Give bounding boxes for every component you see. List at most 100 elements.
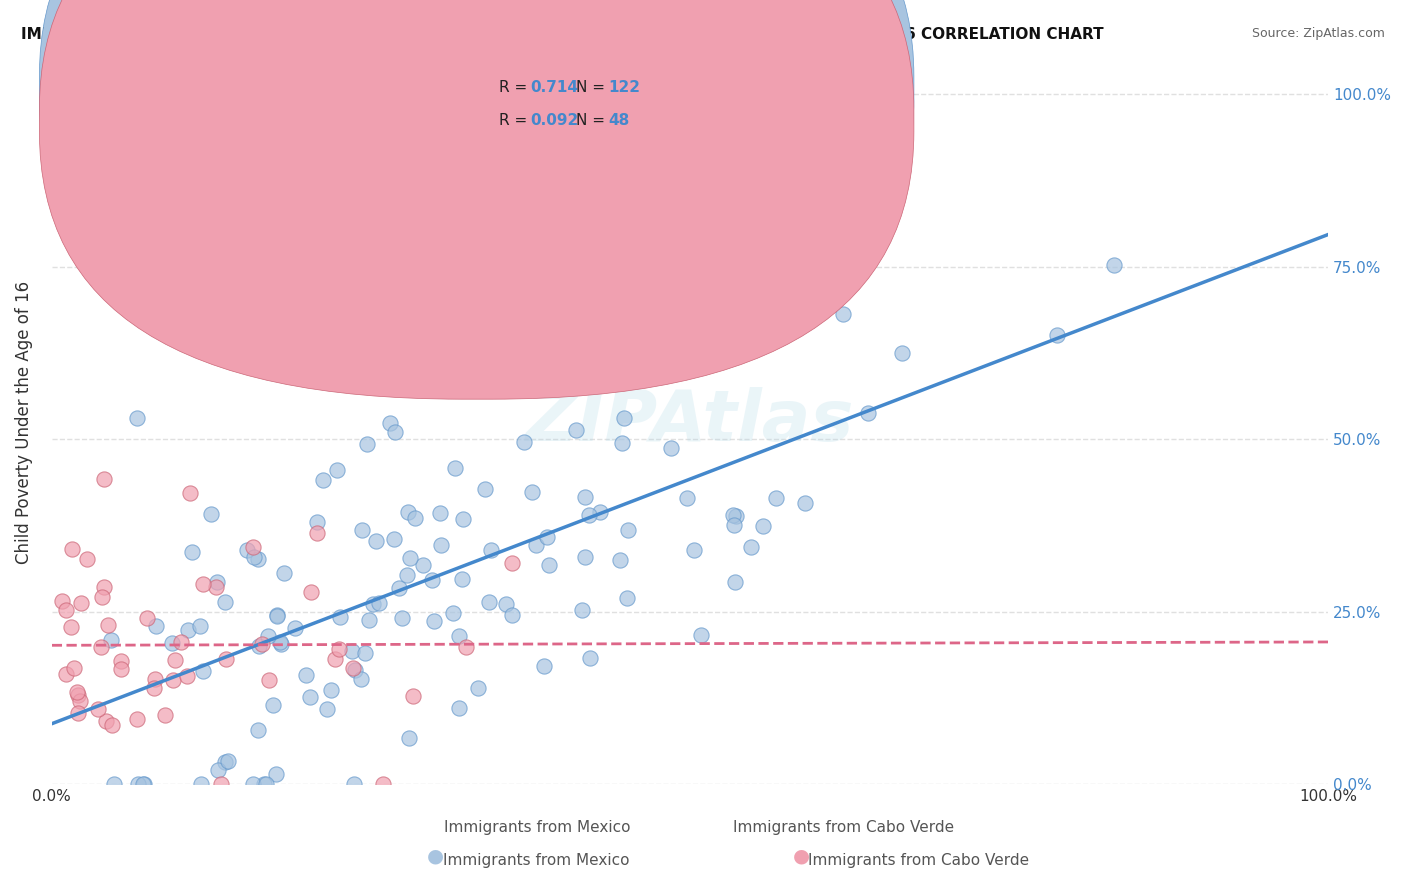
Immigrants from Mexico xyxy=(423,614,446,628)
Immigrants from Mexico xyxy=(243,549,266,564)
Immigrants from Mexico xyxy=(307,516,329,530)
Immigrants from Cabo Verde xyxy=(342,661,364,675)
Immigrants from Mexico xyxy=(538,558,561,572)
Immigrants from Mexico xyxy=(616,591,638,606)
Immigrants from Cabo Verde xyxy=(501,556,523,570)
Immigrants from Mexico xyxy=(180,545,202,559)
Immigrants from Mexico xyxy=(132,777,155,791)
Immigrants from Cabo Verde xyxy=(162,673,184,687)
Immigrants from Mexico xyxy=(1102,258,1125,272)
Immigrants from Mexico xyxy=(266,608,288,623)
Immigrants from Cabo Verde xyxy=(136,611,159,625)
Immigrants from Mexico xyxy=(328,610,350,624)
Immigrants from Cabo Verde xyxy=(51,594,73,608)
Immigrants from Mexico xyxy=(127,777,149,791)
Immigrants from Mexico xyxy=(132,777,155,791)
Immigrants from Mexico xyxy=(312,474,335,488)
Immigrants from Cabo Verde xyxy=(323,651,346,665)
Immigrants from Cabo Verde xyxy=(69,694,91,708)
Immigrants from Mexico xyxy=(350,524,373,538)
Immigrants from Mexico xyxy=(367,596,389,610)
Immigrants from Mexico xyxy=(610,435,633,450)
Immigrants from Mexico xyxy=(343,663,366,677)
Immigrants from Mexico xyxy=(252,777,274,791)
Immigrants from Mexico xyxy=(477,595,499,609)
Immigrants from Mexico xyxy=(384,425,406,440)
Immigrants from Mexico xyxy=(378,416,401,430)
Text: Immigrants from Cabo Verde: Immigrants from Cabo Verde xyxy=(733,820,953,835)
Immigrants from Mexico xyxy=(675,491,697,505)
Immigrants from Mexico xyxy=(420,573,443,587)
Immigrants from Mexico xyxy=(430,538,453,552)
Immigrants from Cabo Verde xyxy=(250,637,273,651)
Immigrants from Cabo Verde xyxy=(86,701,108,715)
Immigrants from Mexico xyxy=(724,574,747,589)
Immigrants from Mexico xyxy=(188,619,211,633)
Immigrants from Cabo Verde xyxy=(62,661,84,675)
Immigrants from Cabo Verde xyxy=(94,714,117,729)
Immigrants from Mexico xyxy=(832,307,855,321)
Immigrants from Mexico xyxy=(315,702,337,716)
Immigrants from Mexico xyxy=(398,731,420,746)
Immigrants from Mexico xyxy=(481,543,503,558)
Immigrants from Cabo Verde xyxy=(328,641,350,656)
Immigrants from Cabo Verde xyxy=(62,542,84,557)
Text: R =: R = xyxy=(499,113,533,128)
Immigrants from Mexico xyxy=(441,607,464,621)
Immigrants from Mexico xyxy=(246,551,269,566)
Immigrants from Mexico xyxy=(429,507,451,521)
Immigrants from Mexico xyxy=(200,507,222,521)
Text: Immigrants from Cabo Verde: Immigrants from Cabo Verde xyxy=(808,854,1029,868)
Immigrants from Mexico xyxy=(574,490,596,504)
Text: Immigrants from Mexico: Immigrants from Mexico xyxy=(443,820,630,835)
Immigrants from Cabo Verde xyxy=(90,591,112,605)
Immigrants from Mexico xyxy=(366,533,388,548)
Immigrants from Mexico xyxy=(214,756,236,770)
Immigrants from Cabo Verde xyxy=(305,526,328,541)
Text: 122: 122 xyxy=(609,80,641,95)
Immigrants from Mexico xyxy=(103,777,125,791)
Immigrants from Cabo Verde xyxy=(101,718,124,732)
Immigrants from Mexico xyxy=(177,623,200,637)
Immigrants from Mexico xyxy=(579,651,602,665)
Immigrants from Mexico xyxy=(269,635,291,649)
Immigrants from Mexico xyxy=(217,754,239,768)
Immigrants from Mexico xyxy=(382,532,405,546)
Immigrants from Mexico xyxy=(396,505,419,519)
Immigrants from Cabo Verde xyxy=(205,580,228,594)
Text: IMMIGRANTS FROM MEXICO VS IMMIGRANTS FROM CABO VERDE CHILD POVERTY UNDER THE AGE: IMMIGRANTS FROM MEXICO VS IMMIGRANTS FRO… xyxy=(21,27,1104,42)
Immigrants from Mexico xyxy=(262,698,284,712)
Immigrants from Mexico xyxy=(404,511,426,525)
Immigrants from Cabo Verde xyxy=(55,603,77,617)
Immigrants from Cabo Verde xyxy=(67,706,90,720)
Immigrants from Mexico xyxy=(247,639,270,653)
Immigrants from Cabo Verde xyxy=(93,580,115,594)
Immigrants from Mexico xyxy=(683,543,706,558)
Immigrants from Mexico xyxy=(319,682,342,697)
Immigrants from Mexico xyxy=(125,410,148,425)
Immigrants from Cabo Verde xyxy=(97,618,120,632)
Immigrants from Cabo Verde xyxy=(93,471,115,485)
Immigrants from Mexico xyxy=(536,530,558,544)
Text: R =: R = xyxy=(499,80,533,95)
Text: N =: N = xyxy=(576,80,610,95)
Immigrants from Cabo Verde xyxy=(110,654,132,668)
Text: ZIPAtlas: ZIPAtlas xyxy=(526,387,855,457)
Immigrants from Cabo Verde xyxy=(125,712,148,726)
Immigrants from Mexico xyxy=(890,346,912,360)
Immigrants from Cabo Verde xyxy=(66,688,89,702)
Immigrants from Mexico xyxy=(831,184,853,198)
Immigrants from Mexico xyxy=(533,659,555,673)
Immigrants from Mexico xyxy=(617,523,640,537)
Immigrants from Mexico xyxy=(571,603,593,617)
Text: Immigrants from Mexico: Immigrants from Mexico xyxy=(443,854,630,868)
Immigrants from Mexico xyxy=(236,542,259,557)
Immigrants from Mexico xyxy=(214,595,236,609)
Immigrants from Mexico xyxy=(266,609,288,624)
Immigrants from Mexico xyxy=(350,672,373,686)
Immigrants from Mexico xyxy=(359,613,381,627)
Text: ●: ● xyxy=(793,847,810,866)
Immigrants from Cabo Verde xyxy=(69,596,91,610)
Immigrants from Mexico xyxy=(449,700,471,714)
Immigrants from Cabo Verde xyxy=(143,672,166,686)
